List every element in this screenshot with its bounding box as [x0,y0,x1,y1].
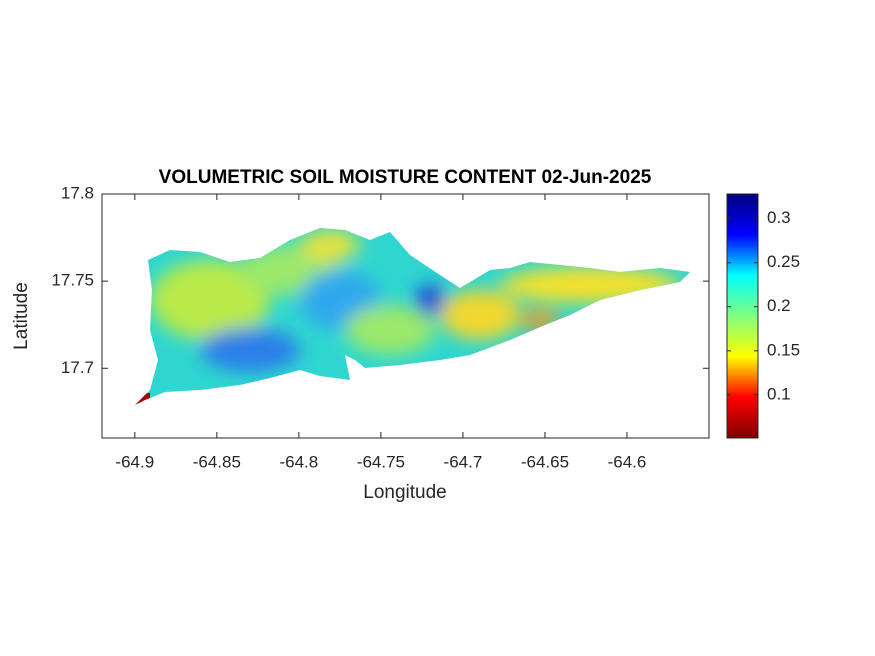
x-axis-label: Longitude [363,482,446,503]
colorbar-tick-label: 0.2 [767,296,791,315]
x-tick-label: -64.8 [279,452,318,471]
colorbar [726,193,759,439]
colorbar-tick-label: 0.25 [767,252,800,271]
x-tick-label: -64.7 [444,452,483,471]
y-tick-label: 17.7 [61,358,94,377]
x-tick-label: -64.65 [521,452,569,471]
y-tick-label: 17.8 [61,183,94,202]
chart-title: VOLUMETRIC SOIL MOISTURE CONTENT 02-Jun-… [159,167,652,188]
x-tick-label: -64.6 [608,452,647,471]
colorbar-tick-label: 0.3 [767,208,791,227]
x-tick-label: -64.85 [193,452,241,471]
x-tick-label: -64.9 [115,452,154,471]
y-tick-label: 17.75 [51,271,94,290]
y-axis-label: Latitude [11,282,32,350]
colorbar-tick-label: 0.1 [767,384,791,403]
colorbar-tick-label: 0.15 [767,340,800,359]
x-tick-label: -64.75 [357,452,405,471]
